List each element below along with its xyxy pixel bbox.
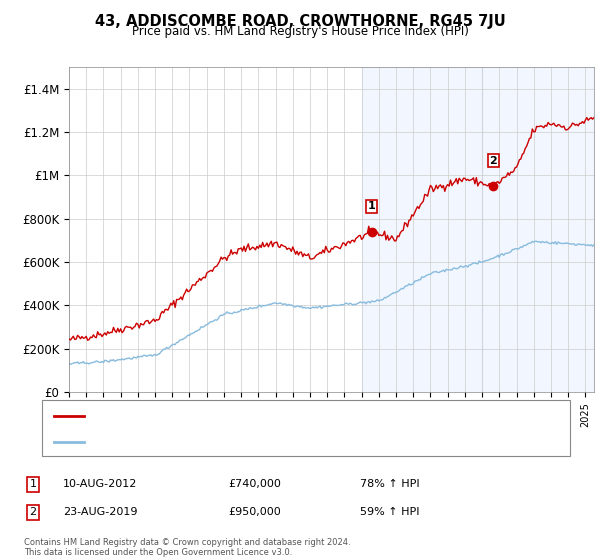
- Bar: [482, 67, 594, 392]
- Bar: [362, 67, 482, 392]
- Text: 78% ↑ HPI: 78% ↑ HPI: [360, 479, 419, 489]
- Text: 23-AUG-2019: 23-AUG-2019: [63, 507, 137, 517]
- Text: HPI: Average price, detached house, Bracknell Forest: HPI: Average price, detached house, Brac…: [93, 437, 370, 447]
- Text: 59% ↑ HPI: 59% ↑ HPI: [360, 507, 419, 517]
- Text: £950,000: £950,000: [228, 507, 281, 517]
- Text: Price paid vs. HM Land Registry's House Price Index (HPI): Price paid vs. HM Land Registry's House …: [131, 25, 469, 38]
- Text: £740,000: £740,000: [228, 479, 281, 489]
- Text: 1: 1: [29, 479, 37, 489]
- Text: 43, ADDISCOMBE ROAD, CROWTHORNE, RG45 7JU: 43, ADDISCOMBE ROAD, CROWTHORNE, RG45 7J…: [95, 14, 505, 29]
- Text: 2: 2: [490, 156, 497, 166]
- Text: 10-AUG-2012: 10-AUG-2012: [63, 479, 137, 489]
- Text: Contains HM Land Registry data © Crown copyright and database right 2024.
This d: Contains HM Land Registry data © Crown c…: [24, 538, 350, 557]
- Text: 1: 1: [368, 201, 376, 211]
- Text: 43, ADDISCOMBE ROAD, CROWTHORNE, RG45 7JU (detached house): 43, ADDISCOMBE ROAD, CROWTHORNE, RG45 7J…: [93, 411, 451, 421]
- Text: 2: 2: [29, 507, 37, 517]
